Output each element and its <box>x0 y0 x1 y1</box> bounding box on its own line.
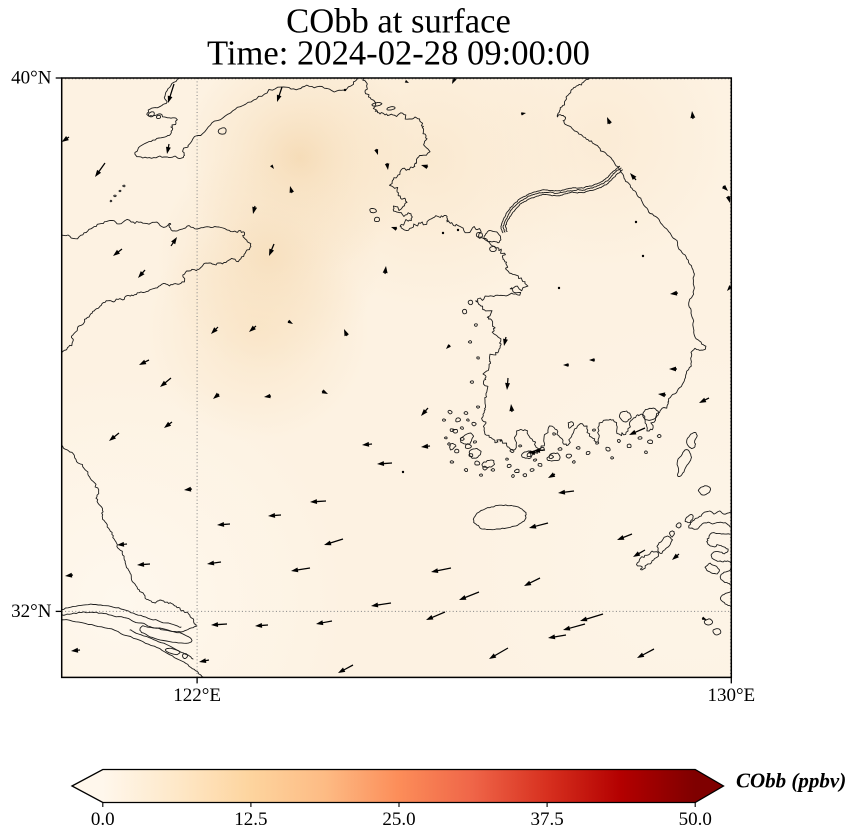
svg-text:CObb at surface: CObb at surface <box>286 3 511 41</box>
svg-text:130°E: 130°E <box>707 685 755 706</box>
svg-text:37.5: 37.5 <box>530 809 563 830</box>
svg-text:CObb (ppbv): CObb (ppbv) <box>736 769 846 793</box>
svg-text:40°N: 40°N <box>11 68 52 89</box>
svg-text:12.5: 12.5 <box>234 809 267 830</box>
svg-text:Time: 2024-02-28 09:00:00: Time: 2024-02-28 09:00:00 <box>207 35 590 73</box>
svg-text:122°E: 122°E <box>173 685 221 706</box>
svg-text:32°N: 32°N <box>11 601 52 622</box>
svg-text:50.0: 50.0 <box>679 809 712 830</box>
svg-text:25.0: 25.0 <box>382 809 415 830</box>
svg-text:0.0: 0.0 <box>91 809 115 830</box>
